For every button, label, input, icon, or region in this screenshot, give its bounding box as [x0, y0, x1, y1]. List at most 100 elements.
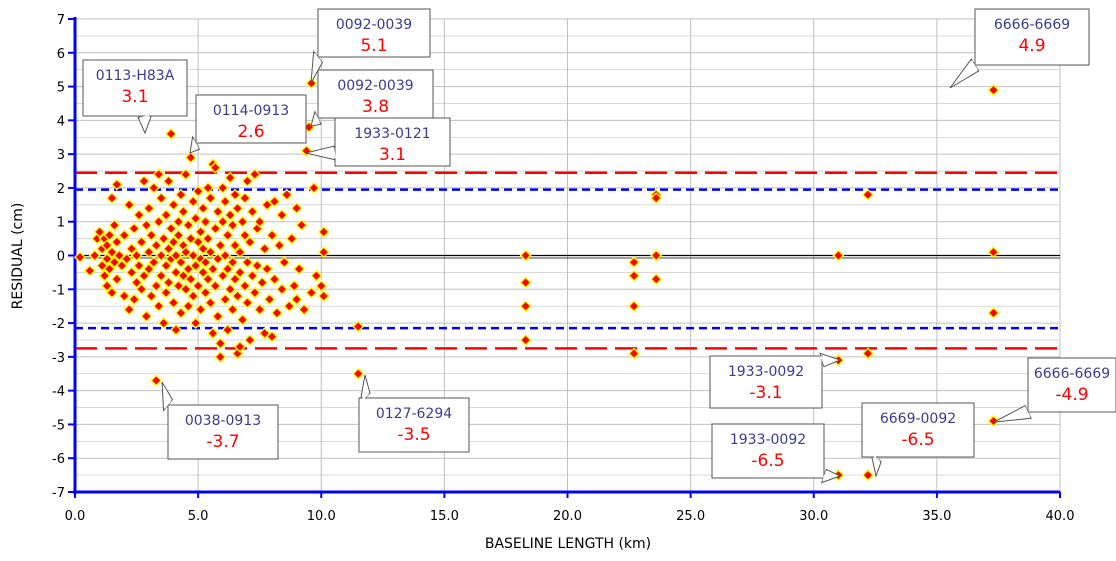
data-point: [142, 202, 155, 215]
data-point: [317, 225, 330, 238]
data-point: [206, 327, 219, 340]
y-tick-label: 3: [57, 148, 65, 163]
data-point: [123, 198, 136, 211]
data-point: [88, 249, 101, 262]
callout-pointer-join: [193, 138, 199, 148]
x-tick-label: 30.0: [799, 509, 828, 524]
callout-pointer-join: [330, 147, 336, 159]
data-point: [290, 202, 303, 215]
data-point: [201, 181, 214, 194]
data-point: [162, 276, 175, 289]
data-point: [179, 168, 192, 181]
data-point: [98, 269, 111, 282]
data-point: [108, 219, 121, 232]
data-point: [261, 263, 274, 276]
callout-pointer-join: [871, 453, 881, 461]
data-point: [157, 232, 170, 245]
y-tick-label: 5: [57, 81, 65, 96]
data-point: [133, 259, 146, 272]
callout-value: -3.5: [397, 425, 430, 445]
data-point: [174, 188, 187, 201]
y-tick-label: 4: [57, 114, 65, 129]
data-point: [650, 249, 663, 262]
data-point: [155, 249, 168, 262]
data-point: [226, 219, 239, 232]
data-point: [283, 300, 296, 313]
callout-label: 1933-0121: [354, 126, 430, 142]
data-point: [182, 219, 195, 232]
callout-box: [317, 8, 431, 58]
data-point: [236, 215, 249, 228]
callout-pointer-join: [139, 114, 151, 119]
data-point: [165, 127, 178, 140]
data-point: [137, 269, 150, 282]
data-point: [145, 229, 158, 242]
data-point: [233, 246, 246, 259]
data-point: [226, 256, 239, 269]
data-point: [140, 310, 153, 323]
data-point: [238, 192, 251, 205]
data-point: [177, 205, 190, 218]
data-point: [224, 171, 237, 184]
data-point: [189, 259, 202, 272]
data-point: [150, 239, 163, 252]
data-point: [214, 350, 227, 363]
data-point: [627, 256, 640, 269]
data-point: [189, 317, 202, 330]
data-point: [135, 235, 148, 248]
data-point: [251, 259, 264, 272]
callout: 0092-0039 5.1: [310, 8, 431, 84]
data-point: [93, 225, 106, 238]
data-point: [243, 333, 256, 346]
callout-pointer-join: [822, 470, 827, 482]
data-point: [169, 323, 182, 336]
data-point: [219, 293, 232, 306]
data-point: [201, 232, 214, 245]
callout-value: 5.1: [360, 36, 387, 56]
data-point: [216, 215, 229, 228]
y-tick-label: 2: [57, 182, 65, 197]
data-point: [987, 415, 1000, 428]
data-point: [216, 269, 229, 282]
data-point: [209, 279, 222, 292]
axes: 7 6 5 4 3 2 1 0 -1 -2 -3 -4 -5 -6 -70.0 5.0 10.0 15.0 20.0…: [52, 13, 1074, 524]
data-point: [83, 264, 96, 277]
data-point: [172, 215, 185, 228]
callout: 6666-6669 4.9: [949, 8, 1090, 89]
data-point: [352, 367, 365, 380]
data-point: [224, 208, 237, 221]
data-point: [130, 249, 143, 262]
data-point: [204, 192, 217, 205]
data-point: [160, 208, 173, 221]
callout-pointer-join: [1022, 406, 1031, 418]
data-point: [115, 259, 128, 272]
data-point: [123, 303, 136, 316]
data-point: [290, 293, 303, 306]
data-point: [295, 219, 308, 232]
data-point: [147, 181, 160, 194]
data-point: [987, 246, 1000, 259]
data-point: [266, 229, 278, 242]
y-tick-label: 1: [57, 216, 65, 231]
data-point: [246, 205, 259, 218]
data-point: [293, 263, 306, 276]
y-axis-title: RESIDUAL (cm): [10, 203, 26, 310]
data-point: [241, 175, 254, 188]
callout-box: [711, 423, 825, 479]
data-point: [199, 215, 212, 228]
callout-value: -4.9: [1055, 385, 1088, 405]
data-point: [135, 283, 148, 296]
data-point: [110, 273, 123, 286]
data-point: [167, 296, 180, 309]
data-point: [236, 313, 249, 326]
x-tick-label: 40.0: [1046, 509, 1075, 524]
callout-label: 0092-0039: [337, 78, 413, 94]
data-point: [199, 286, 212, 299]
data-point: [861, 188, 874, 201]
data-point: [317, 246, 330, 259]
data-point: [221, 229, 234, 242]
data-point: [152, 215, 165, 228]
data-point: [519, 333, 532, 346]
data-point: [221, 323, 234, 336]
